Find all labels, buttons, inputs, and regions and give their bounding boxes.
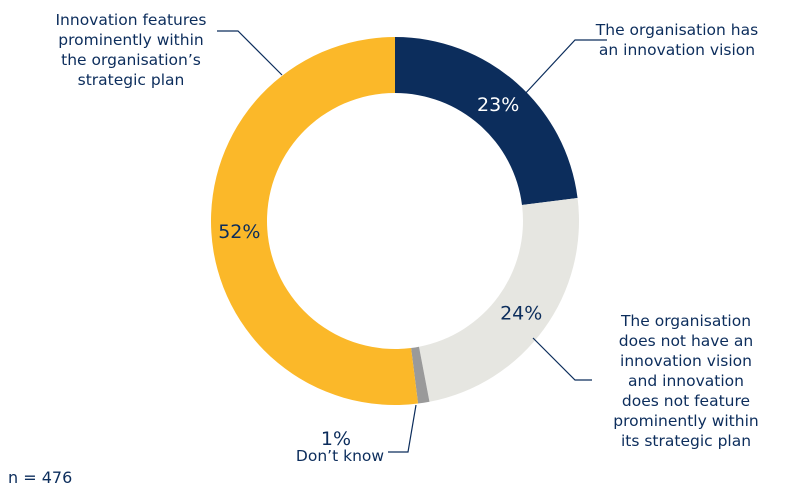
slice-category-label-line: The organisation has [595,21,758,39]
slice-category-label-line: Don’t know [296,447,384,465]
slice-category-label: Innovation features prominently within the… [55,11,206,89]
donut-slice [211,37,419,405]
slice-category-label-line: prominently within [58,31,203,49]
slice-value-label: 1% [321,428,351,450]
leader-line [217,30,283,76]
sample-size-note: n = 476 [8,468,72,487]
donut-slice [418,197,580,402]
slice-category-label-line: does not have an [619,332,753,350]
slice-category-label: Don’t know [296,447,384,465]
value-labels: 23% 24% 1% 52% [218,94,542,450]
slice-category-label-line: Innovation features [55,11,206,29]
slice-category-label-line: prominently within [613,412,758,430]
leader-lines [217,30,607,453]
slice-value-label: 52% [218,221,260,243]
slice-value-label: 24% [500,303,542,325]
slice-category-label-line: the organisation’s [61,51,201,69]
slice-category-label-line: an innovation vision [599,41,755,59]
slice-category-label-line: its strategic plan [621,432,751,450]
slice-category-label-line: strategic plan [78,71,185,89]
leader-line [388,404,417,453]
leader-line [509,39,607,111]
donut-slice [395,37,578,205]
slice-category-label: The organisation does not have an innovati… [613,312,758,450]
leader-line [532,337,592,381]
donut-slices [211,37,580,405]
slice-category-label: The organisation has an innovation vision [595,21,758,59]
slice-category-label-line: The organisation [620,312,751,330]
slice-value-label: 23% [477,94,519,116]
donut-slice [411,346,430,404]
slice-category-label-line: innovation vision [620,352,752,370]
category-labels: The organisation has an innovation vision… [55,11,758,465]
slice-category-label-line: and innovation [628,372,744,390]
slice-category-label-line: does not feature [622,392,750,410]
